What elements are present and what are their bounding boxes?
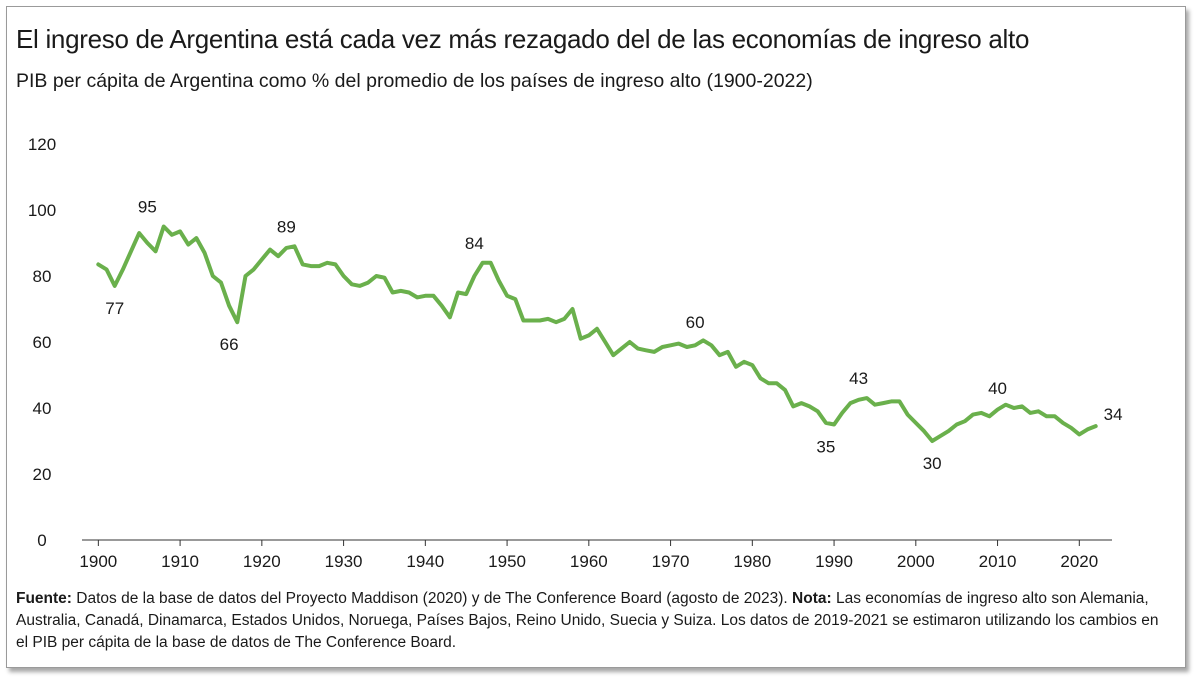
source-nota-label: Nota:	[792, 590, 832, 607]
data-label-1946: 84	[465, 234, 484, 253]
data-label-1906: 95	[138, 198, 157, 217]
y-tick-label-0: 0	[37, 531, 46, 550]
y-tick-label-100: 100	[28, 201, 56, 220]
x-tick-label-2020: 2020	[1060, 552, 1098, 571]
x-tick-label-1980: 1980	[733, 552, 771, 571]
data-annotations: 77 95 66 89 84 60 35 43 30 40 34	[105, 198, 1122, 474]
x-tick-label-1900: 1900	[79, 552, 117, 571]
y-tick-label-60: 60	[33, 333, 52, 352]
y-tick-label-40: 40	[33, 399, 52, 418]
y-tick-label-120: 120	[28, 135, 56, 154]
series-line-argentina	[96, 224, 1098, 443]
x-tick-label-1920: 1920	[243, 552, 281, 571]
source-nota-text: Las economías de ingreso alto son Aleman…	[16, 590, 1159, 651]
x-tick-label-1930: 1930	[325, 552, 363, 571]
x-tick-label-2010: 2010	[979, 552, 1017, 571]
x-tick-label-2000: 2000	[897, 552, 935, 571]
x-tick-label-1950: 1950	[488, 552, 526, 571]
x-tick-label-1990: 1990	[815, 552, 853, 571]
data-label-1989: 35	[816, 438, 835, 457]
y-axis-ticks: 0 20 40 60 80 100 120	[28, 135, 56, 550]
x-tick-label-1960: 1960	[570, 552, 608, 571]
data-label-1923: 89	[277, 217, 296, 236]
data-label-2010: 40	[988, 379, 1007, 398]
data-label-2002: 30	[923, 454, 942, 473]
data-label-2022: 34	[1104, 405, 1123, 424]
chart-title: El ingreso de Argentina está cada vez má…	[16, 24, 1030, 54]
y-tick-label-80: 80	[33, 267, 52, 286]
source-note: Fuente: Datos de la base de datos del Pr…	[16, 588, 1166, 654]
data-label-1902: 77	[105, 299, 124, 318]
source-fuente-text: Datos de la base de datos del Proyecto M…	[71, 590, 793, 607]
data-label-1916: 66	[220, 335, 239, 354]
chart-frame	[6, 6, 1186, 668]
y-tick-label-20: 20	[33, 465, 52, 484]
x-tick-label-1970: 1970	[652, 552, 690, 571]
source-fuente-label: Fuente:	[16, 590, 72, 607]
data-label-1993: 43	[849, 369, 868, 388]
chart-subtitle: PIB per cápita de Argentina como % del p…	[16, 70, 813, 92]
x-tick-label-1940: 1940	[406, 552, 444, 571]
x-tick-label-1910: 1910	[161, 552, 199, 571]
x-axis-ticks: 1900 1910 1920 1930 1940 1950 1960 1970 1980 1990…	[79, 540, 1098, 571]
data-label-1973: 60	[686, 313, 705, 332]
